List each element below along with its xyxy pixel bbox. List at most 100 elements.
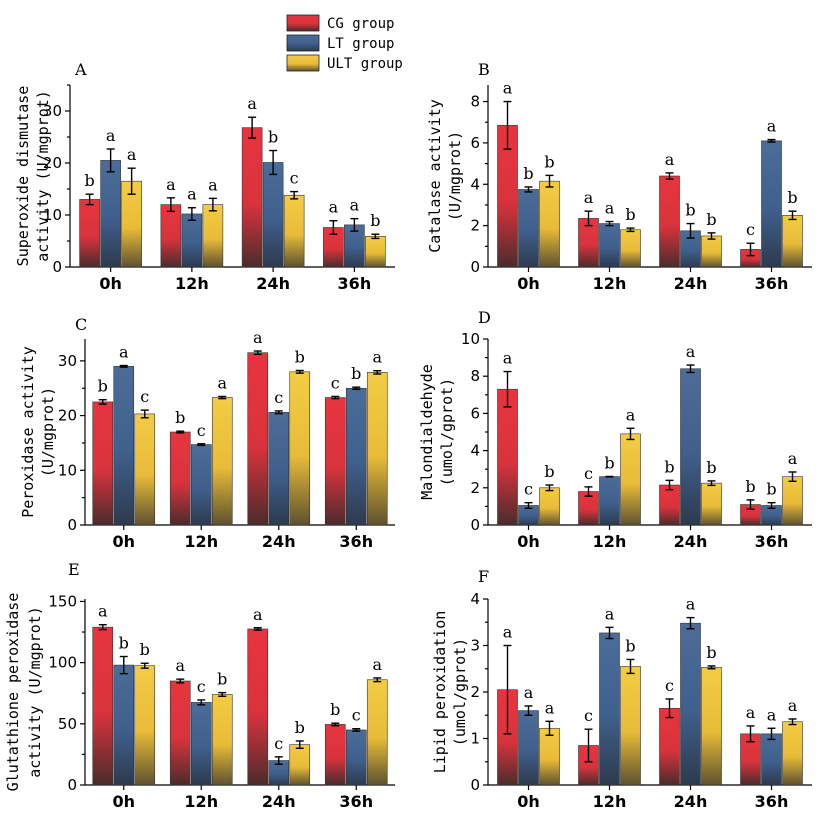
x-tick-label: 24h	[674, 792, 708, 811]
bar	[365, 236, 386, 268]
significance-letter: b	[706, 210, 716, 229]
significance-letter: a	[253, 605, 263, 624]
significance-letter: a	[119, 343, 129, 362]
significance-letter: b	[140, 640, 150, 659]
bar	[539, 180, 560, 268]
y-tick-label: 10	[58, 461, 77, 479]
significance-letter: c	[331, 373, 340, 392]
bar	[79, 199, 100, 268]
significance-letter: b	[85, 171, 95, 190]
x-tick-label: 36h	[339, 792, 373, 811]
significance-letter: c	[274, 734, 283, 753]
bar	[283, 194, 305, 268]
y-axis-label: Catalase activity	[426, 99, 444, 253]
x-tick-label: 0h	[112, 792, 135, 811]
bar	[134, 665, 156, 786]
significance-letter: b	[295, 718, 305, 737]
bar	[247, 628, 269, 786]
panel-letter: C	[75, 315, 87, 334]
bar	[268, 412, 290, 526]
significance-letter: b	[175, 408, 185, 427]
bar	[701, 482, 722, 526]
significance-letter: a	[208, 175, 218, 194]
y-axis-label: (umol/gprot)	[438, 378, 456, 486]
y-axis-label: Peroxidase activity	[19, 346, 37, 518]
significance-letter: c	[665, 676, 674, 695]
significance-letter: c	[352, 706, 361, 725]
significance-letter: a	[372, 655, 382, 674]
y-tick-label: 4	[470, 175, 480, 193]
bar	[202, 204, 224, 268]
significance-letter: c	[274, 388, 283, 407]
y-tick-label: 0	[67, 776, 77, 794]
bar	[324, 397, 346, 526]
bar	[100, 160, 121, 268]
x-tick-label: 0h	[517, 274, 540, 293]
significance-letter: a	[106, 126, 116, 145]
bar	[518, 710, 539, 786]
y-axis-label: Superoxide dismutase	[14, 86, 32, 267]
bar	[345, 387, 367, 526]
y-axis-label: activity (U/mgprot)	[34, 90, 52, 262]
y-tick-label: 8	[470, 93, 480, 111]
y-axis-label: (umol/gprot)	[451, 638, 469, 746]
panel-A: A 0 10 20 30 Superoxide dismutase activity (U/…	[14, 60, 395, 293]
panel-letter: A	[74, 60, 87, 79]
y-tick-label: 1	[470, 730, 480, 748]
y-axis-label: Lipid peroxidation	[431, 611, 449, 774]
significance-letter: b	[685, 201, 695, 220]
panel-letter: F	[478, 567, 489, 586]
y-tick-label: 10	[461, 330, 480, 348]
y-tick-label: 20	[58, 407, 77, 425]
bar	[599, 223, 620, 268]
bar	[211, 694, 233, 786]
y-tick-label: 50	[58, 715, 77, 733]
y-tick-label: 100	[48, 654, 77, 672]
bar	[262, 162, 284, 268]
significance-letter: b	[217, 670, 227, 689]
significance-letter: b	[664, 457, 674, 476]
y-tick-label: 0	[470, 516, 480, 534]
y-tick-label: 6	[470, 134, 480, 152]
y-tick-label: 3	[470, 637, 480, 655]
bar	[620, 666, 641, 786]
bar	[680, 368, 701, 526]
y-tick-label: 30	[58, 352, 77, 370]
y-axis-label: Malondialdehyde	[418, 364, 436, 499]
y-axis-label: (U/mgprot)	[39, 387, 57, 477]
y-tick-label: 8	[470, 367, 480, 385]
significance-letter: c	[746, 220, 755, 239]
bar	[620, 229, 641, 268]
legend-swatch	[286, 14, 320, 32]
significance-letter: a	[127, 145, 137, 164]
bar	[241, 127, 263, 268]
bar	[113, 664, 135, 786]
legend-swatch	[286, 34, 320, 52]
bar	[160, 204, 182, 268]
significance-letter: a	[686, 342, 696, 361]
significance-letter: b	[706, 643, 716, 662]
significance-letter: c	[584, 464, 593, 483]
bar	[366, 679, 388, 786]
y-tick-label: 2	[470, 683, 480, 701]
significance-letter: b	[119, 634, 129, 653]
bar	[782, 214, 803, 268]
bar	[497, 388, 518, 526]
x-tick-label: 24h	[674, 274, 708, 293]
x-tick-label: 12h	[593, 792, 627, 811]
y-tick-label: 0	[52, 258, 62, 276]
significance-letter: b	[625, 205, 635, 224]
panel-letter: B	[478, 60, 490, 79]
y-tick-label: 0	[470, 776, 480, 794]
bar	[366, 372, 388, 526]
y-axis-label: Glutathione peroxidase	[4, 593, 22, 792]
bar	[92, 401, 114, 526]
significance-letter: a	[247, 94, 257, 113]
bar	[345, 729, 367, 786]
y-tick-label: 0	[470, 258, 480, 276]
bar	[659, 707, 680, 786]
significance-letter: a	[350, 196, 360, 215]
significance-letter: a	[767, 705, 777, 724]
bar	[599, 632, 620, 786]
